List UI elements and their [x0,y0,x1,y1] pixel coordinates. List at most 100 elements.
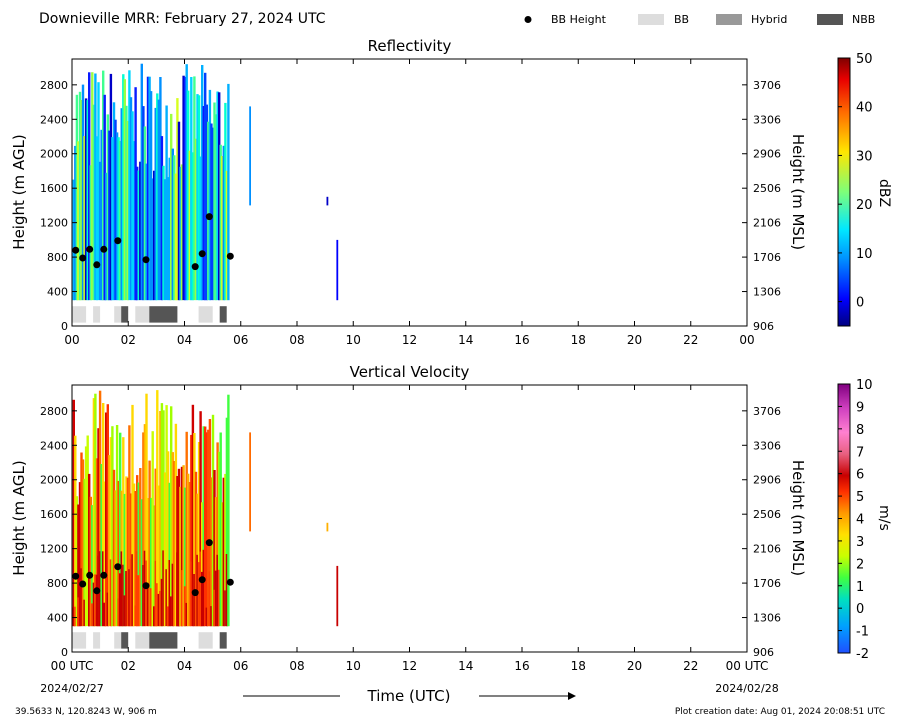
reflectivity-ylabel-right: Height (m MSL) [789,134,807,250]
echo-streak [131,111,134,301]
y-tick-label: 400 [47,286,68,299]
echo-streak [156,93,159,301]
echo-streak [153,170,156,301]
echo-streak [97,82,100,301]
legend-bb-height-marker [524,16,532,23]
echo-streak [109,437,113,627]
echo-streak [72,607,75,627]
echo-streak [221,502,224,627]
echo-streak [83,136,86,301]
echo-streak [326,196,329,206]
echo-streak [145,560,148,627]
echo-streak [219,432,222,627]
echo-streak [86,435,89,627]
colorbar-tick-label: 5 [856,490,864,505]
echo-streak [105,412,108,627]
echo-streak [176,476,179,627]
echo-streak [205,607,208,627]
bb-type-segment [72,632,87,649]
echo-streak [165,569,168,627]
bb-height-point [191,263,199,271]
echo-streak [145,393,148,627]
velocity-colorbar-label: m/s [876,505,892,531]
y-tick-label: 2000 [40,474,68,487]
echo-streak [183,76,187,301]
y-tick-label-right: 3706 [753,405,781,418]
x-tick-label: 20 [627,659,642,673]
echo-streak [154,560,157,627]
echo-streak [199,156,202,301]
echo-streak [92,398,96,627]
echo-streak [95,458,99,627]
echo-streak [216,91,219,301]
velocity-panel: Vertical Velocity Height (m AGL) Height … [10,363,807,673]
y-tick-label: 2400 [40,113,68,126]
bb-type-segment [93,632,101,649]
echo-streak [222,477,225,627]
echo-streak [225,554,229,627]
echo-streak [336,239,339,301]
x-tick-label: 20 [627,333,642,347]
echo-streak [83,478,86,627]
legend-hybrid-swatch [716,14,742,25]
bb-type-segment [149,632,178,649]
echo-streak [120,108,123,301]
dbz-colorbar: 0 10 20 30 40 50 dBZ [837,52,892,327]
y-tick-label-right: 3706 [753,79,781,92]
x-tick-label: 16 [514,333,529,347]
echo-streak [81,84,85,301]
echo-streak [213,102,216,301]
start-date-label: 2024/02/27 [40,682,103,695]
legend-bb-label: BB [674,13,689,26]
echo-streak [146,582,150,627]
echo-streak [137,575,140,627]
echo-streak [163,179,167,301]
echo-streak [72,179,75,301]
echo-streak [204,426,207,627]
echo-streak [95,574,99,627]
echo-streak [168,560,171,627]
echo-streak [166,606,170,627]
echo-streak [140,63,143,301]
echo-streak [149,497,153,627]
creation-date-text: Plot creation date: Aug 01, 2024 20:08:5… [675,707,885,717]
echo-gap [121,59,129,325]
bb-height-point [142,256,150,264]
colorbar-tick-label: 10 [856,378,873,393]
x-tick-label: 06 [233,333,248,347]
echo-streak [171,148,174,301]
dbz-colorbar-label: dBZ [876,179,892,207]
x-tick-label: 22 [683,659,698,673]
echo-streak [125,476,128,627]
echo-streak [179,486,182,627]
echo-streak [197,95,201,301]
echo-streak [227,83,230,301]
echo-streak [108,130,111,301]
echo-streak [166,451,170,627]
echo-streak [134,491,137,627]
bb-type-segment [219,632,227,649]
echo-streak [201,502,204,627]
location-text: 39.5633 N, 120.8243 W, 906 m [15,707,157,717]
echo-streak [75,94,79,301]
echo-streak [102,403,105,627]
y-tick-label-right: 906 [753,646,774,659]
echo-streak [102,551,105,627]
colorbar-tick-label: 40 [856,101,873,116]
y-tick-label: 0 [61,320,68,333]
bb-height-point [93,261,101,269]
colorbar-tick-label: -1 [856,625,869,640]
echo-streak [114,490,117,627]
echo-streak [122,437,125,627]
echo-streak [157,593,160,627]
velocity-ylabel-right: Height (m MSL) [789,460,807,576]
echo-streak [89,496,92,627]
echo-streak [112,469,116,627]
echo-streak [102,70,105,301]
echo-streak [143,424,147,627]
echo-streak [199,411,202,627]
echo-streak [177,468,181,627]
legend-bb-swatch [638,14,664,25]
echo-streak [94,393,97,627]
